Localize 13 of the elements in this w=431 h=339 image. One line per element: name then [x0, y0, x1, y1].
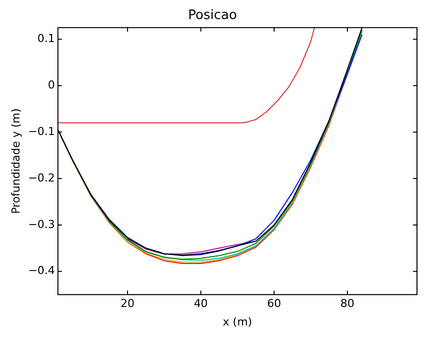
y-tick-label: −0.1 [28, 124, 55, 138]
x-axis-title: x (m) [222, 315, 252, 328]
y-tick-label: −0.3 [28, 218, 55, 231]
x-tick-label: 80 [340, 297, 354, 310]
y-tick-label: 0.1 [37, 32, 55, 46]
y-tick-label: 0 [48, 78, 55, 92]
y-tick-label: −0.4 [28, 264, 55, 278]
x-tick-label: 40 [194, 297, 208, 310]
y-axis-title: Profundidade y (m) [9, 108, 22, 214]
x-tick-label: 60 [267, 297, 282, 310]
x-tick-label: 20 [120, 297, 135, 310]
chart-title: Posicao [188, 8, 237, 24]
y-tick-label: −0.2 [28, 171, 55, 184]
